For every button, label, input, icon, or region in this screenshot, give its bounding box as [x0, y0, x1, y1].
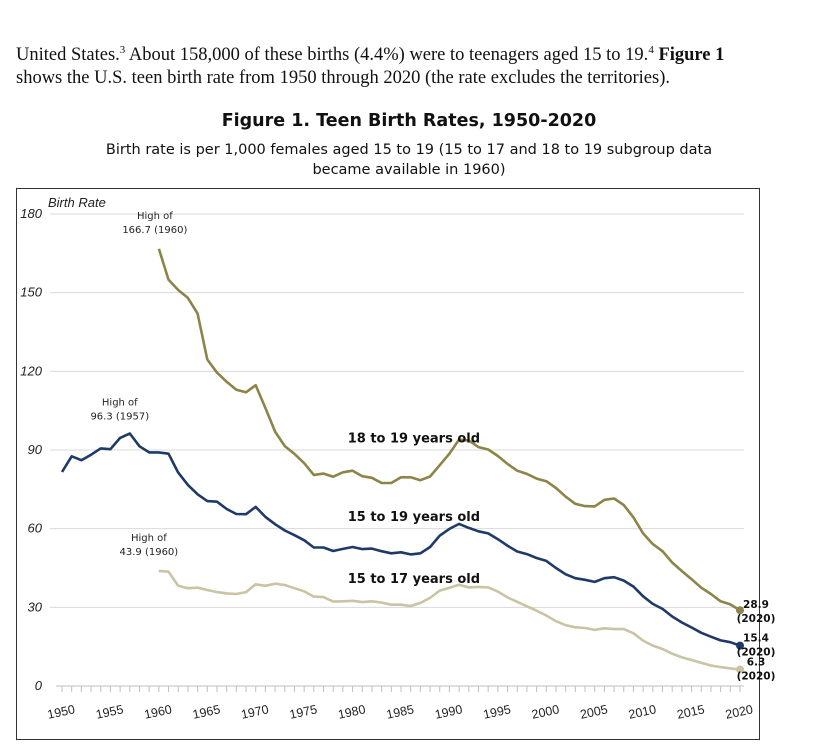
x-tick-label: 1950	[46, 702, 76, 721]
x-tick-label: 1955	[95, 702, 125, 721]
x-tick-label: 1965	[191, 702, 221, 721]
series-label-15-to-19-years-old: 15 to 19 years old	[348, 510, 480, 525]
series-line-15-to-19-years-old	[60, 432, 741, 647]
peak-annotation-18-to-19-years-old: 166.7 (1960)	[122, 225, 187, 236]
series-line-18-to-19-years-old	[157, 248, 741, 612]
figure-subtitle-line-1: Birth rate is per 1,000 females aged 15 …	[105, 142, 713, 158]
peak-annotation-15-to-19-years-old: 96.3 (1957)	[90, 411, 149, 422]
y-tick-label: 0	[35, 678, 43, 693]
figure-reference: Figure 1	[658, 45, 725, 65]
end-year-label-18-to-19-years-old: (2020)	[737, 613, 776, 625]
x-tick-label: 2000	[530, 702, 560, 721]
end-value-label-15-to-19-years-old: 15.4	[743, 633, 769, 645]
end-year-label-15-to-19-years-old: (2020)	[737, 647, 776, 659]
y-tick-label: 60	[28, 521, 43, 536]
y-axis-label: Birth Rate	[48, 195, 106, 210]
peak-annotation-18-to-19-years-old: High of	[137, 211, 173, 222]
x-tick-label: 1990	[434, 702, 464, 721]
axes: 0 30 60 90 120 150 180 Birth Rate 1950 1955 1960 19…	[20, 195, 754, 722]
x-tick-label: 1980	[337, 702, 367, 721]
peak-annotation-15-to-19-years-old: High of	[102, 397, 138, 408]
x-tick-label: 2010	[627, 702, 657, 721]
end-marker-15-to-19-years-old	[736, 641, 744, 650]
series-lines	[60, 248, 744, 674]
y-tick-label: 120	[20, 363, 42, 378]
end-year-label-15-to-17-years-old: (2020)	[737, 670, 776, 682]
intro-text-2: About 158,000 of these births (4.4%) wer…	[125, 45, 649, 65]
x-tick-label: 2015	[676, 702, 706, 721]
x-tick-label: 1960	[143, 702, 173, 721]
y-tick-label: 180	[20, 206, 42, 221]
footnote-ref-4[interactable]: 4	[648, 43, 654, 56]
series-label-18-to-19-years-old: 18 to 19 years old	[348, 432, 480, 447]
intro-paragraph: United States.3 About 158,000 of these b…	[16, 44, 806, 90]
series-line-15-to-17-years-old	[158, 569, 741, 671]
x-tick-label: 1970	[240, 702, 270, 721]
y-tick-label: 90	[28, 442, 43, 457]
x-tick-label: 2020	[724, 702, 754, 721]
chart-labels: 18 to 19 years old 15 to 19 years old 15 t…	[90, 211, 775, 683]
footnote-ref-3[interactable]: 3	[119, 43, 126, 56]
figure-title: Figure 1. Teen Birth Rates, 1950-2020	[221, 111, 597, 131]
intro-text-3: shows the U.S. teen birth rate from 1950…	[16, 68, 671, 88]
intro-text-1: United States.	[16, 45, 120, 65]
figure-subtitle-line-2: became available in 1960)	[312, 162, 506, 178]
end-marker-18-to-19-years-old	[736, 606, 744, 615]
y-tick-label: 30	[28, 599, 43, 614]
x-tick-label: 1975	[288, 702, 318, 721]
end-value-label-18-to-19-years-old: 28.9	[743, 599, 769, 611]
end-marker-15-to-17-years-old	[736, 665, 744, 674]
figure-subtitle: Birth rate is per 1,000 females aged 15 …	[90, 140, 728, 180]
y-tick-label: 150	[20, 285, 42, 300]
peak-annotation-15-to-17-years-old: High of	[131, 533, 167, 544]
series-label-15-to-17-years-old: 15 to 17 years old	[348, 572, 480, 587]
end-value-label-15-to-17-years-old: 6.3	[747, 656, 766, 668]
x-tick-label: 1995	[482, 702, 512, 721]
x-tick-label: 1985	[385, 702, 415, 721]
peak-annotation-15-to-17-years-old: 43.9 (1960)	[120, 547, 179, 558]
gridlines	[50, 213, 744, 608]
x-tick-label: 2005	[579, 702, 609, 721]
chart-frame	[16, 188, 760, 740]
